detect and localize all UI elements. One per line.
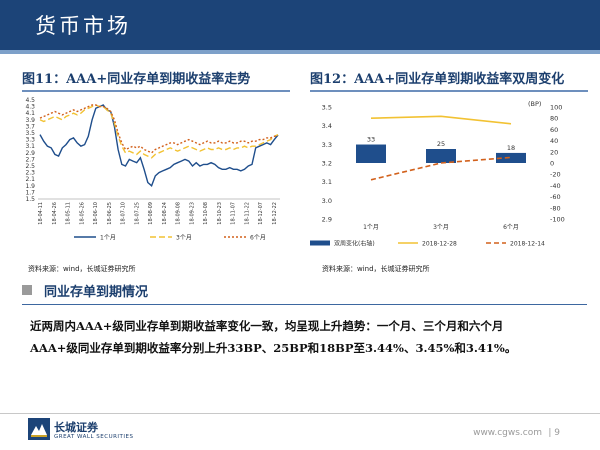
section-square-icon bbox=[22, 285, 32, 295]
body-paragraph-line-2: AAA+级同业存单到期收益率分别上升33BP、25BP和18BP至3.44%、3… bbox=[30, 341, 517, 355]
figure11-series-line-3 bbox=[39, 104, 279, 154]
figure12-right-axis-unit: (BP) bbox=[528, 100, 541, 108]
figure12-left-tick-label: 2.9 bbox=[322, 216, 332, 224]
figure12-right-tick-label: 100 bbox=[550, 104, 562, 112]
section-rule bbox=[22, 304, 587, 305]
figure11-series-line-2 bbox=[39, 104, 279, 159]
footer-rule bbox=[0, 413, 600, 414]
figure12-left-tick-label: 3.2 bbox=[322, 160, 332, 168]
figure11-xtick-label: 18-10-08 bbox=[203, 202, 209, 225]
figure11-ytick-label: 2.3 bbox=[25, 170, 35, 177]
figure12-category-label: 3个月 bbox=[433, 224, 449, 231]
section-title: 同业存单到期情况 bbox=[44, 285, 149, 300]
website-url[interactable]: www.cgws.com bbox=[473, 428, 542, 438]
figure11-rule bbox=[22, 90, 290, 92]
figure11-xtick-label: 18-08-24 bbox=[162, 202, 168, 225]
figure11-ytick-label: 1.9 bbox=[25, 183, 35, 190]
figure11-xtick-label: 18-07-25 bbox=[134, 202, 140, 225]
figure11-xtick-label: 18-07-10 bbox=[121, 202, 127, 225]
figure11-ytick-label: 2.7 bbox=[25, 156, 35, 163]
figure12-bar bbox=[496, 152, 526, 163]
figure12-right-tick-label: -80 bbox=[550, 204, 561, 212]
figure11-legend-label: 1个月 bbox=[100, 235, 116, 242]
figure12-right-tick-label: -20 bbox=[550, 171, 561, 179]
figure12-category-label: 6个月 bbox=[503, 224, 519, 231]
figure11-ytick-label: 2.9 bbox=[25, 150, 35, 157]
figure12-title: 图12：AAA+同业存单到期收益率双周变化 bbox=[310, 72, 565, 87]
figure11-ytick-label: 3.1 bbox=[25, 143, 35, 150]
figure11-ytick-label: 3.3 bbox=[25, 137, 35, 144]
figure11-series-line-1 bbox=[39, 104, 279, 187]
great-wall-logo-icon bbox=[28, 418, 50, 440]
figure12-right-tick-label: 20 bbox=[550, 148, 558, 156]
figure12-right-tick-label: -60 bbox=[550, 193, 561, 201]
figure12-left-tick-label: 3.3 bbox=[322, 141, 332, 149]
figure12-right-tick-label: 80 bbox=[550, 115, 558, 123]
figure12-category-label: 1个月 bbox=[363, 224, 379, 231]
figure11-legend-label: 6个月 bbox=[250, 235, 266, 242]
figure11-ytick-label: 4.3 bbox=[25, 104, 35, 111]
figure12-right-tick-label: 60 bbox=[550, 126, 558, 134]
figure12-legend-label: 2018-12-14 bbox=[510, 241, 545, 248]
figure11-xtick-label: 18-04-11 bbox=[38, 202, 44, 225]
figure12-right-tick-label: 0 bbox=[550, 160, 554, 168]
figure11-ytick-label: 1.7 bbox=[25, 189, 35, 196]
figure12-bar bbox=[356, 144, 386, 163]
figure12-series-line-1 bbox=[370, 115, 512, 125]
figure12-left-tick-label: 3.1 bbox=[322, 178, 332, 186]
figure11-xtick-label: 18-12-22 bbox=[272, 202, 278, 225]
figure12-source: 资料来源：wind，长城证券研究所 bbox=[322, 265, 430, 273]
figure11-xtick-label: 18-11-07 bbox=[231, 202, 237, 225]
figure12-bar-data-label: 25 bbox=[437, 140, 445, 148]
figure12-bar-data-label: 18 bbox=[507, 144, 515, 152]
figure11-xtick-label: 18-09-23 bbox=[189, 202, 195, 225]
figure11-ytick-label: 3.7 bbox=[25, 123, 35, 130]
page-header: 货币市场 bbox=[0, 0, 600, 54]
logo-text-en: GREAT WALL SECURITIES bbox=[54, 434, 134, 440]
figure12-rule bbox=[310, 90, 588, 92]
header-underline bbox=[0, 50, 600, 54]
figure12-bar-data-label: 33 bbox=[367, 136, 375, 144]
figure12-right-tick-label: 40 bbox=[550, 137, 558, 145]
figure11-xtick-label: 18-10-23 bbox=[217, 202, 223, 225]
figure11-ytick-label: 3.5 bbox=[25, 130, 35, 137]
figure12-right-tick-label: -100 bbox=[550, 216, 565, 224]
figure11-ytick-label: 4.1 bbox=[25, 110, 35, 117]
figure11-legend-label: 3个月 bbox=[176, 235, 192, 242]
figure11-xtick-label: 18-09-08 bbox=[176, 202, 182, 225]
figure12-legend-label: 2018-12-28 bbox=[422, 241, 457, 248]
figure11-title: 图11：AAA+同业存单到期收益率走势 bbox=[22, 72, 251, 87]
figure11-source: 资料来源：wind，长城证券研究所 bbox=[28, 265, 136, 273]
figure11-ytick-label: 3.9 bbox=[25, 117, 35, 124]
figure11-chart: 4.54.34.13.93.73.53.33.12.92.72.52.32.11… bbox=[25, 97, 280, 242]
figure11-xtick-label: 18-06-10 bbox=[93, 202, 99, 225]
figure12-right-tick-label: -40 bbox=[550, 182, 561, 190]
logo-text-cn: 长城证券 bbox=[54, 421, 98, 434]
page-number: | 9 bbox=[548, 428, 560, 438]
figure11-ytick-label: 4.5 bbox=[25, 97, 35, 104]
figure11-ytick-label: 1.5 bbox=[25, 196, 35, 203]
figure12-bar bbox=[426, 149, 456, 163]
figure11-xtick-label: 18-12-07 bbox=[258, 202, 264, 225]
figure12-chart: 3.5 3.4 3.3 3.2 3.1 3.0 2.9 100 80 60 40 20 0 -20 -40 -… bbox=[310, 100, 565, 248]
figure11-xtick-label: 18-11-22 bbox=[244, 202, 250, 225]
figure11-ytick-label: 2.1 bbox=[25, 176, 35, 183]
figure11-xtick-label: 18-05-11 bbox=[66, 202, 72, 225]
page-title: 货币市场 bbox=[35, 14, 131, 38]
figure12-legend-label: 双周变化(右轴) bbox=[334, 240, 375, 248]
figure12-left-tick-label: 3.5 bbox=[322, 104, 332, 112]
figure11-xtick-label: 18-04-26 bbox=[52, 202, 58, 225]
body-paragraph-line-1: 近两周内AAA+级同业存单到期收益率变化一致，均呈现上升趋势：一个月、三个月和六… bbox=[30, 319, 504, 333]
figure11-xtick-label: 18-05-26 bbox=[79, 202, 85, 225]
figure11-xtick-label: 18-06-25 bbox=[107, 202, 113, 225]
figure11-ytick-label: 2.5 bbox=[25, 163, 35, 170]
figure12-left-tick-label: 3.0 bbox=[322, 197, 332, 205]
figure11-xtick-label: 18-08-09 bbox=[148, 202, 154, 225]
figure12-left-tick-label: 3.4 bbox=[322, 122, 332, 130]
figure12-legend-swatch bbox=[310, 240, 330, 246]
